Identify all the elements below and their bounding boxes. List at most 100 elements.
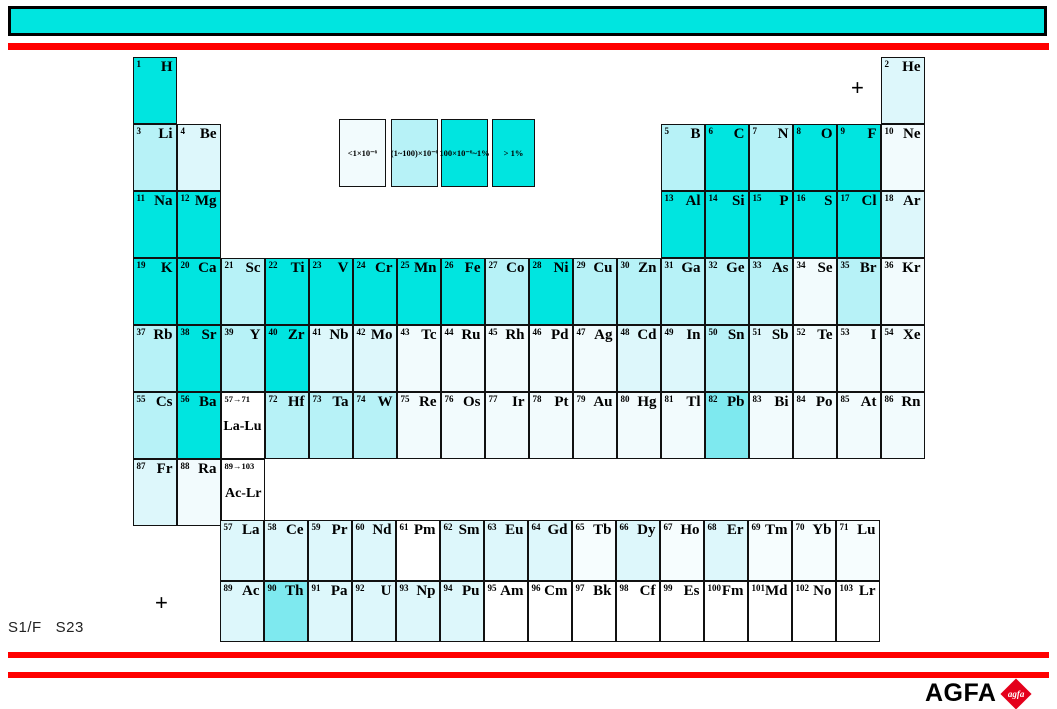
element-cell-he[interactable]: 2 He [880, 56, 925, 124]
element-cell-se[interactable]: 34 Se [792, 257, 837, 325]
element-cell-pm[interactable]: 61 Pm [395, 519, 440, 581]
element-cell-er[interactable]: 68 Er [703, 519, 748, 581]
lanthanide-placeholder[interactable]: 57→71 La-Lu [220, 391, 265, 459]
element-cell-mo[interactable]: 42 Mo [352, 324, 397, 392]
element-cell-xe[interactable]: 54 Xe [880, 324, 925, 392]
element-cell-p[interactable]: 15 P [748, 190, 793, 258]
element-cell-sc[interactable]: 21 Sc [220, 257, 265, 325]
element-cell-as[interactable]: 33 As [748, 257, 793, 325]
element-cell-tm[interactable]: 69 Tm [747, 519, 792, 581]
element-cell-fm[interactable]: 100 Fm [703, 580, 748, 642]
element-cell-ge[interactable]: 32 Ge [704, 257, 749, 325]
element-cell-ag[interactable]: 47 Ag [572, 324, 617, 392]
element-cell-sm[interactable]: 62 Sm [439, 519, 484, 581]
element-cell-mn[interactable]: 25 Mn [396, 257, 441, 325]
element-cell-gd[interactable]: 64 Gd [527, 519, 572, 581]
element-cell-es[interactable]: 99 Es [659, 580, 704, 642]
element-cell-si[interactable]: 14 Si [704, 190, 749, 258]
element-cell-au[interactable]: 79 Au [572, 391, 617, 459]
element-cell-ti[interactable]: 22 Ti [264, 257, 309, 325]
element-cell-lr[interactable]: 103 Lr [835, 580, 880, 642]
element-cell-lu[interactable]: 71 Lu [835, 519, 880, 581]
element-cell-cu[interactable]: 29 Cu [572, 257, 617, 325]
element-cell-al[interactable]: 13 Al [660, 190, 705, 258]
element-cell-k[interactable]: 19 K [132, 257, 177, 325]
element-cell-kr[interactable]: 36 Kr [880, 257, 925, 325]
actinide-placeholder[interactable]: 89→103 Ac-Lr [220, 458, 265, 526]
element-cell-ar[interactable]: 18 Ar [880, 190, 925, 258]
element-cell-cf[interactable]: 98 Cf [615, 580, 660, 642]
element-cell-w[interactable]: 74 W [352, 391, 397, 459]
element-cell-re[interactable]: 75 Re [396, 391, 441, 459]
element-cell-hf[interactable]: 72 Hf [264, 391, 309, 459]
element-cell-nb[interactable]: 41 Nb [308, 324, 353, 392]
element-cell-li[interactable]: 3 Li [132, 123, 177, 191]
element-cell-zn[interactable]: 30 Zn [616, 257, 661, 325]
element-cell-tb[interactable]: 65 Tb [571, 519, 616, 581]
element-cell-u[interactable]: 92 U [351, 580, 396, 642]
element-cell-at[interactable]: 85 At [836, 391, 881, 459]
element-cell-ho[interactable]: 67 Ho [659, 519, 704, 581]
element-cell-bi[interactable]: 83 Bi [748, 391, 793, 459]
element-cell-pd[interactable]: 46 Pd [528, 324, 573, 392]
element-cell-no[interactable]: 102 No [791, 580, 836, 642]
element-cell-co[interactable]: 27 Co [484, 257, 529, 325]
element-cell-ra[interactable]: 88 Ra [176, 458, 221, 526]
element-cell-ga[interactable]: 31 Ga [660, 257, 705, 325]
element-cell-rh[interactable]: 45 Rh [484, 324, 529, 392]
element-cell-ru[interactable]: 44 Ru [440, 324, 485, 392]
element-cell-am[interactable]: 95 Am [483, 580, 528, 642]
element-cell-po[interactable]: 84 Po [792, 391, 837, 459]
element-cell-ne[interactable]: 10 Ne [880, 123, 925, 191]
element-cell-ac[interactable]: 89 Ac [219, 580, 264, 642]
element-cell-i[interactable]: 53 I [836, 324, 881, 392]
element-cell-cl[interactable]: 17 Cl [836, 190, 881, 258]
element-cell-md[interactable]: 101 Md [747, 580, 792, 642]
element-cell-bk[interactable]: 97 Bk [571, 580, 616, 642]
element-cell-la[interactable]: 57 La [219, 519, 264, 581]
element-cell-yb[interactable]: 70 Yb [791, 519, 836, 581]
element-cell-v[interactable]: 23 V [308, 257, 353, 325]
element-cell-pu[interactable]: 94 Pu [439, 580, 484, 642]
element-cell-br[interactable]: 35 Br [836, 257, 881, 325]
element-cell-pt[interactable]: 78 Pt [528, 391, 573, 459]
element-cell-sn[interactable]: 50 Sn [704, 324, 749, 392]
element-cell-be[interactable]: 4 Be [176, 123, 221, 191]
element-cell-pb[interactable]: 82 Pb [704, 391, 749, 459]
element-cell-in[interactable]: 49 In [660, 324, 705, 392]
element-cell-fr[interactable]: 87 Fr [132, 458, 177, 526]
element-cell-hg[interactable]: 80 Hg [616, 391, 661, 459]
element-cell-tl[interactable]: 81 Tl [660, 391, 705, 459]
element-cell-fe[interactable]: 26 Fe [440, 257, 485, 325]
element-cell-y[interactable]: 39 Y [220, 324, 265, 392]
element-cell-eu[interactable]: 63 Eu [483, 519, 528, 581]
element-cell-nd[interactable]: 60 Nd [351, 519, 396, 581]
element-cell-dy[interactable]: 66 Dy [615, 519, 660, 581]
element-cell-os[interactable]: 76 Os [440, 391, 485, 459]
element-cell-cd[interactable]: 48 Cd [616, 324, 661, 392]
element-cell-tc[interactable]: 43 Tc [396, 324, 441, 392]
element-cell-s[interactable]: 16 S [792, 190, 837, 258]
element-cell-cs[interactable]: 55 Cs [132, 391, 177, 459]
element-cell-cr[interactable]: 24 Cr [352, 257, 397, 325]
element-cell-pa[interactable]: 91 Pa [307, 580, 352, 642]
element-cell-na[interactable]: 11 Na [132, 190, 177, 258]
element-cell-cm[interactable]: 96 Cm [527, 580, 572, 642]
element-cell-th[interactable]: 90 Th [263, 580, 308, 642]
element-cell-ce[interactable]: 58 Ce [263, 519, 308, 581]
element-cell-sb[interactable]: 51 Sb [748, 324, 793, 392]
element-cell-ca[interactable]: 20 Ca [176, 257, 221, 325]
element-cell-rn[interactable]: 86 Rn [880, 391, 925, 459]
element-cell-np[interactable]: 93 Np [395, 580, 440, 642]
element-cell-te[interactable]: 52 Te [792, 324, 837, 392]
element-cell-sr[interactable]: 38 Sr [176, 324, 221, 392]
element-cell-ta[interactable]: 73 Ta [308, 391, 353, 459]
element-cell-zr[interactable]: 40 Zr [264, 324, 309, 392]
element-cell-pr[interactable]: 59 Pr [307, 519, 352, 581]
element-cell-ir[interactable]: 77 Ir [484, 391, 529, 459]
